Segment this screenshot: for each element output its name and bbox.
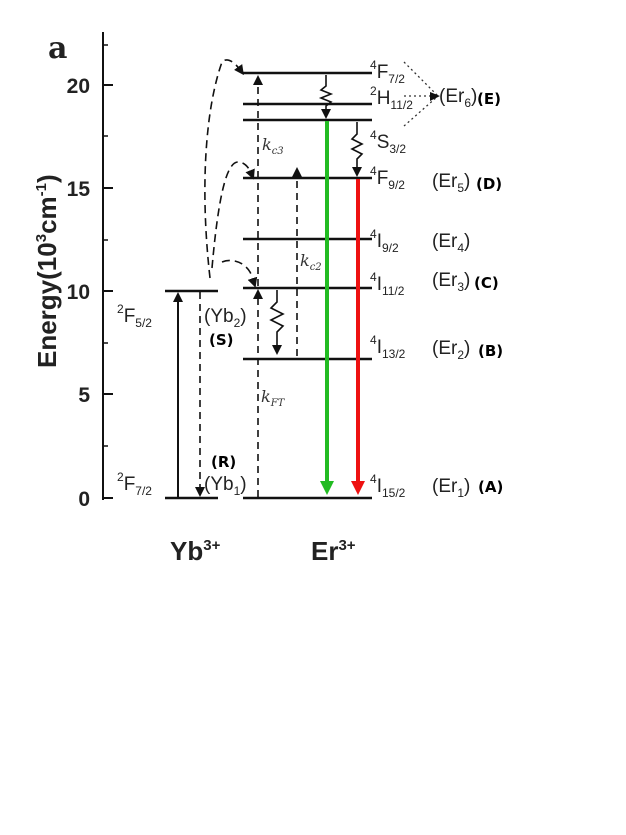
yb-tag-s: (S) bbox=[209, 331, 234, 349]
er-term-f9: 4F9/2 bbox=[370, 164, 405, 192]
tick-label-15: 15 bbox=[67, 178, 91, 201]
tick-label-5: 5 bbox=[78, 384, 90, 407]
yb-term-f72: 2F7/2 bbox=[117, 470, 152, 498]
er-tag-e: (E) bbox=[477, 90, 501, 108]
er-tag-a: (A) bbox=[478, 478, 503, 496]
tick-label-0: 0 bbox=[78, 488, 90, 511]
relaxation-wiggle-3 bbox=[350, 122, 364, 177]
er-tag-d: (D) bbox=[476, 175, 502, 193]
yb-state-2: (Yb2) bbox=[204, 306, 247, 330]
er-term-i15: 4I15/2 bbox=[370, 472, 406, 500]
er-state-5: (Er5) bbox=[432, 171, 470, 195]
er-term-labels: 4I15/2 4I13/2 4I11/2 4I9/2 4F9/2 4S3/2 2… bbox=[370, 58, 413, 500]
er-term-h11: 2H11/2 bbox=[370, 84, 413, 112]
tick-labels: 0 5 10 15 20 bbox=[67, 75, 91, 511]
er-state-3: (Er3) bbox=[432, 270, 470, 294]
er-term-i9: 4I9/2 bbox=[370, 227, 399, 255]
y-axis-ticks bbox=[103, 44, 113, 499]
er-term-s3: 4S3/2 bbox=[370, 128, 406, 156]
er-state-1: (Er1) bbox=[432, 476, 470, 500]
er6-dotted-links bbox=[403, 61, 439, 127]
er6-arrow bbox=[430, 92, 440, 101]
relaxation-wiggle-1 bbox=[269, 290, 285, 355]
yb-term-f52: 2F5/2 bbox=[117, 302, 152, 330]
er-term-i11: 4I11/2 bbox=[370, 270, 405, 298]
transfer-arc-1 bbox=[204, 59, 244, 279]
relaxation-wiggle-2 bbox=[318, 75, 334, 119]
ion-label-er: Er3+ bbox=[311, 536, 356, 566]
yb-tag-r: (R) bbox=[211, 453, 236, 471]
yb-state-1: (Yb1) bbox=[204, 474, 247, 498]
er-state-labels: (Er1) (A) (Er2) (B) (Er3) (C) (Er4) (Er5… bbox=[432, 86, 503, 500]
transfer-arc-3 bbox=[221, 259, 258, 288]
er-tag-b: (B) bbox=[478, 342, 503, 360]
er-state-6: (Er6) bbox=[439, 86, 477, 110]
ion-label-yb: Yb3+ bbox=[170, 536, 221, 566]
axis-title: Energy(103cm-1) bbox=[32, 174, 62, 368]
er-tag-c: (C) bbox=[474, 274, 499, 292]
rate-kft: kFT bbox=[261, 387, 286, 409]
rate-kc3: kc3 bbox=[262, 135, 284, 157]
panel-label: a bbox=[48, 31, 67, 66]
transfer-arc-2 bbox=[211, 161, 255, 269]
er-levels bbox=[243, 71, 372, 500]
tick-label-20: 20 bbox=[67, 75, 90, 98]
rate-kc2: kc2 bbox=[300, 251, 322, 273]
er-term-i13: 4I13/2 bbox=[370, 333, 406, 361]
tick-label-10: 10 bbox=[67, 281, 90, 304]
er-state-4: (Er4) bbox=[432, 231, 470, 255]
er-state-2: (Er2) bbox=[432, 338, 470, 362]
er-term-f7: 4F7/2 bbox=[370, 58, 405, 86]
